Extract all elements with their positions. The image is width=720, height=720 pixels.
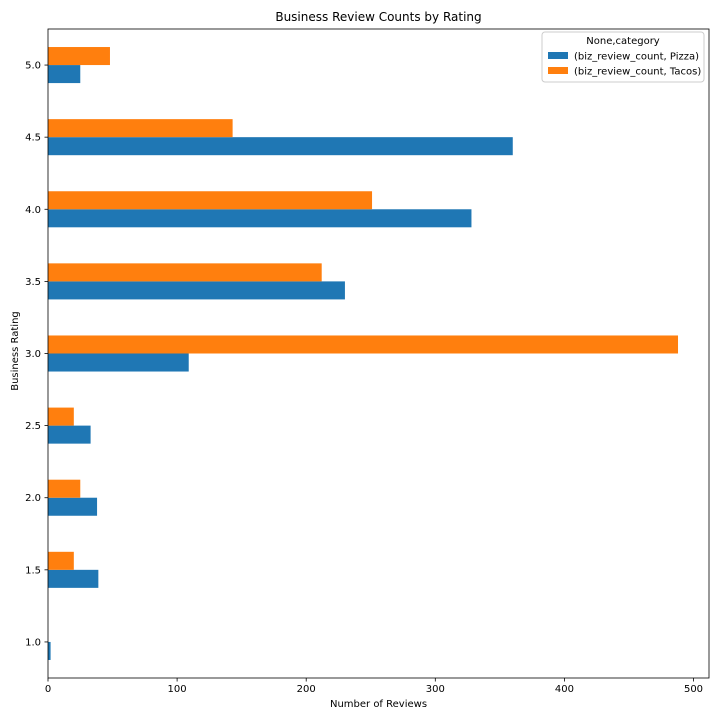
legend-label: (biz_review_count, Tacos) (574, 67, 701, 78)
y-tick-label: 1.5 (25, 565, 41, 576)
x-tick-label: 400 (555, 684, 574, 695)
bar-pizza-3-5 (48, 281, 345, 300)
bar-tacos-3-5 (48, 263, 322, 282)
bar-pizza-2-0 (48, 497, 98, 516)
bar-pizza-2-5 (48, 425, 91, 444)
bar-pizza-3-0 (48, 353, 189, 372)
y-tick-label: 3.5 (25, 277, 41, 288)
bar-tacos-1-5 (48, 551, 74, 570)
bar-pizza-1-5 (48, 569, 99, 588)
bar-pizza-1-0 (48, 641, 51, 660)
bars-group (48, 47, 679, 660)
bar-tacos-3-0 (48, 335, 679, 354)
bar-pizza-5-0 (48, 65, 81, 84)
x-tick-label: 100 (168, 684, 187, 695)
y-tick-label: 4.5 (25, 133, 41, 144)
legend-swatch (548, 67, 568, 74)
y-axis-label: Business Rating (10, 311, 21, 391)
y-tick-label: 3.0 (25, 349, 41, 360)
x-tick-label: 0 (45, 684, 51, 695)
x-axis-label: Number of Reviews (330, 699, 427, 710)
y-tick-label: 1.0 (25, 637, 41, 648)
bar-tacos-2-5 (48, 407, 74, 426)
bar-pizza-4-5 (48, 137, 513, 156)
legend-frame (541, 31, 705, 83)
legend-swatch (548, 52, 568, 59)
y-tick-label: 2.0 (25, 493, 41, 504)
bar-tacos-4-0 (48, 191, 373, 210)
x-tick-label: 300 (426, 684, 445, 695)
x-tick-label: 200 (297, 684, 316, 695)
y-tick-label: 2.5 (25, 421, 41, 432)
bar-tacos-4-5 (48, 119, 233, 138)
axes-group: 0 100 200 300 400 500 1.0 1.5 2.0 2.5 3.0 3.5 4.0 4.5… (25, 28, 710, 695)
y-tick-label: 4.0 (25, 205, 41, 216)
x-tick-label: 500 (684, 684, 703, 695)
chart-title: Business Review Counts by Rating (275, 10, 481, 24)
bar-tacos-2-0 (48, 479, 81, 498)
legend: None,category (biz_review_count, Pizza) (b… (541, 31, 705, 83)
legend-title: None,category (586, 36, 660, 47)
legend-label: (biz_review_count, Pizza) (574, 52, 699, 63)
y-tick-label: 5.0 (25, 61, 41, 72)
bar-pizza-4-0 (48, 209, 472, 228)
bar-tacos-5-0 (48, 47, 110, 66)
